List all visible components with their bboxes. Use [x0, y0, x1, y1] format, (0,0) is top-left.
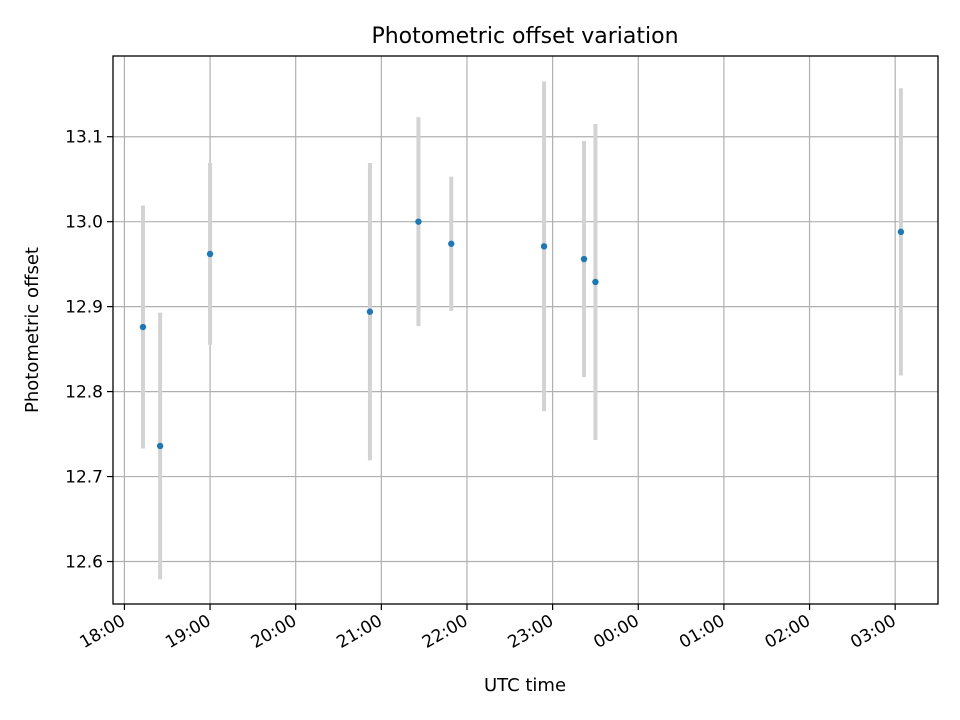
y-tick-label: 12.6 — [65, 553, 103, 573]
data-point — [540, 243, 548, 250]
y-tick-label: 12.7 — [65, 468, 103, 488]
x-axis-label: UTC time — [484, 675, 566, 696]
data-point — [448, 240, 455, 247]
data-points — [139, 218, 905, 450]
chart-title: Photometric offset variation — [371, 24, 678, 49]
y-tick-label: 13.1 — [65, 128, 103, 148]
plot-frame — [112, 55, 939, 605]
data-point — [897, 228, 905, 236]
y-tick-label: 12.9 — [65, 298, 103, 318]
data-point — [139, 323, 147, 331]
data-point — [366, 308, 374, 315]
y-axis: 12.6 12.7 12.8 12.9 13.0 13.1 — [65, 128, 113, 573]
grid — [113, 56, 938, 604]
data-point — [592, 278, 599, 286]
data-point — [415, 218, 422, 225]
y-tick-label: 13.0 — [65, 213, 103, 233]
data-point — [580, 255, 588, 263]
data-point — [206, 250, 214, 258]
y-axis-label: Photometric offset — [22, 247, 43, 413]
data-point — [156, 442, 164, 450]
y-tick-label: 12.8 — [65, 383, 103, 403]
